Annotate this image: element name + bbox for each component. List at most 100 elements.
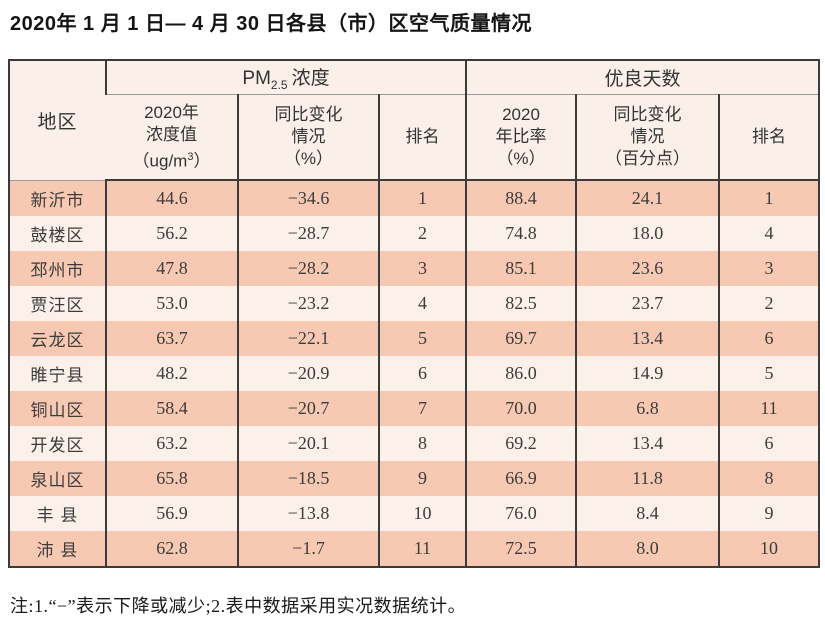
pm-rank-cell: 7 — [378, 391, 466, 426]
pm-change-cell: −1.7 — [237, 531, 379, 567]
ratio-cell: 82.5 — [465, 286, 576, 321]
table-row: 开发区 63.2 −20.1 8 69.2 13.4 6 — [9, 426, 820, 461]
ratio-rank-cell: 6 — [717, 321, 820, 356]
cubic-superscript: 3 — [187, 150, 194, 163]
ratio-change-cell: 18.0 — [575, 216, 719, 251]
region-cell: 云龙区 — [9, 321, 106, 356]
pm25-label-subscript: 2.5 — [270, 77, 288, 92]
table-row: 鼓楼区 56.2 −28.7 2 74.8 18.0 4 — [9, 216, 820, 251]
footnote: 注:1.“−”表示下降或减少;2.表中数据采用实况数据统计。 — [10, 596, 467, 616]
ratio-rank-cell: 11 — [717, 391, 820, 426]
ratio-rank-cell: 1 — [717, 180, 820, 216]
group-header-row: 地区 PM2.5 浓度 优良天数 — [9, 60, 820, 181]
pm-value-cell: 47.8 — [105, 251, 238, 286]
table-row: 邳州市 47.8 −28.2 3 85.1 23.6 3 — [9, 251, 820, 286]
good-days-group-header: 优良天数 — [464, 60, 820, 95]
table-row: 沛 县 62.8 −1.7 11 72.5 8.0 10 — [9, 531, 820, 567]
air-quality-table: 地区 PM2.5 浓度 优良天数 2020年 浓度值 （ug/m3） 同比变化 情… — [8, 59, 821, 568]
ratio-change-cell: 14.9 — [575, 356, 719, 391]
pm-change-cell: −28.7 — [237, 216, 379, 251]
pm25-label-prefix: PM — [242, 68, 271, 90]
pm-change-cell: −34.6 — [237, 180, 379, 216]
region-cell: 铜山区 — [9, 391, 106, 426]
pm25-label-suffix: 浓度 — [291, 68, 330, 90]
header-line: （%） — [283, 149, 334, 168]
header-line: 情况 — [291, 127, 326, 146]
ratio-rank-cell: 5 — [717, 356, 820, 391]
ratio-cell: 69.2 — [465, 426, 576, 461]
region-cell: 沛 县 — [9, 531, 106, 567]
header-line: 2020 — [502, 105, 540, 124]
pm-change-cell: −18.5 — [237, 461, 379, 496]
pm-value-cell: 63.7 — [105, 321, 238, 356]
ratio-cell: 72.5 — [465, 531, 576, 567]
header-line: 同比变化 — [613, 105, 682, 124]
pm-value-cell: 62.8 — [105, 531, 238, 567]
ratio-change-cell: 8.4 — [575, 496, 719, 531]
header-line: 浓度值 — [146, 124, 197, 144]
page-title: 2020年 1 月 1 日— 4 月 30 日各县（市）区空气质量情况 — [10, 13, 533, 35]
ratio-cell: 85.1 — [465, 251, 576, 286]
ratio-rank-cell: 3 — [717, 251, 820, 286]
pm-value-cell: 56.9 — [105, 496, 238, 531]
table-row: 铜山区 58.4 −20.7 7 70.0 6.8 11 — [9, 391, 820, 426]
ratio-cell: 74.8 — [465, 216, 576, 251]
ratio-change-cell: 24.1 — [575, 180, 719, 216]
ratio-cell: 69.7 — [465, 321, 576, 356]
pm-rank-cell: 11 — [378, 531, 466, 567]
region-cell: 贾汪区 — [9, 286, 106, 321]
region-cell: 新沂市 — [9, 180, 106, 216]
ratio-rank-cell: 8 — [717, 461, 820, 496]
header-line: 年比率 — [495, 127, 547, 146]
region-cell: 泉山区 — [9, 461, 106, 496]
ratio-change-cell: 23.6 — [575, 251, 719, 286]
region-cell: 鼓楼区 — [9, 216, 106, 251]
header-line: ） — [193, 151, 211, 171]
table-row: 丰 县 56.9 −13.8 10 76.0 8.4 9 — [9, 496, 820, 531]
table-row: 新沂市 44.6 −34.6 1 88.4 24.1 1 — [9, 180, 820, 216]
region-cell: 开发区 — [9, 426, 106, 461]
region-cell: 睢宁县 — [9, 356, 106, 391]
pm-rank-cell: 2 — [378, 216, 466, 251]
pm-rank-cell: 6 — [378, 356, 466, 391]
ratio-rank-column-header: 排名 — [717, 94, 820, 181]
pm-change-cell: −20.1 — [237, 426, 379, 461]
ratio-change-cell: 6.8 — [575, 391, 719, 426]
region-cell: 丰 县 — [9, 496, 106, 531]
pm-value-cell: 44.6 — [105, 180, 238, 216]
pm-rank-cell: 1 — [378, 180, 466, 216]
ratio-change-cell: 13.4 — [575, 426, 719, 461]
ratio-change-cell: 23.7 — [575, 286, 719, 321]
ratio-change-column-header: 同比变化 情况 （百分点） — [575, 94, 719, 181]
header-line: （百分点） — [605, 149, 690, 168]
ratio-column-header: 2020 年比率 （%） — [465, 94, 576, 181]
pm-rank-cell: 10 — [378, 496, 466, 531]
region-cell: 邳州市 — [9, 251, 106, 286]
pm-change-cell: −20.7 — [237, 391, 379, 426]
header-line: （%） — [496, 149, 546, 168]
ratio-rank-cell: 2 — [717, 286, 820, 321]
pm-change-cell: −22.1 — [237, 321, 379, 356]
pm-change-cell: −13.8 — [237, 496, 379, 531]
header-line: 2020年 — [144, 102, 199, 122]
header-line: 同比变化 — [274, 105, 343, 124]
ratio-cell: 70.0 — [465, 391, 576, 426]
pm-rank-cell: 5 — [378, 321, 466, 356]
pm25-group-header: PM2.5 浓度 — [105, 60, 466, 95]
table-header: 地区 PM2.5 浓度 优良天数 2020年 浓度值 （ug/m3） 同比变化 情… — [9, 60, 820, 181]
table-row: 泉山区 65.8 −18.5 9 66.9 11.8 8 — [9, 461, 820, 496]
ratio-cell: 76.0 — [465, 496, 576, 531]
ratio-change-cell: 11.8 — [575, 461, 719, 496]
pm-rank-cell: 3 — [378, 251, 466, 286]
pm-rank-cell: 8 — [378, 426, 466, 461]
pm-value-cell: 56.2 — [105, 216, 238, 251]
pm-rank-cell: 4 — [378, 286, 466, 321]
table-body: 新沂市 44.6 −34.6 1 88.4 24.1 1 鼓楼区 56.2 −28.7 2 74.8 1… — [9, 180, 820, 567]
ratio-rank-cell: 6 — [717, 426, 820, 461]
region-column-header: 地区 — [9, 60, 106, 181]
pm-rank-cell: 9 — [378, 461, 466, 496]
pm-value-cell: 65.8 — [105, 461, 238, 496]
pm-value-cell: 63.2 — [105, 426, 238, 461]
table-row: 云龙区 63.7 −22.1 5 69.7 13.4 6 — [9, 321, 820, 356]
